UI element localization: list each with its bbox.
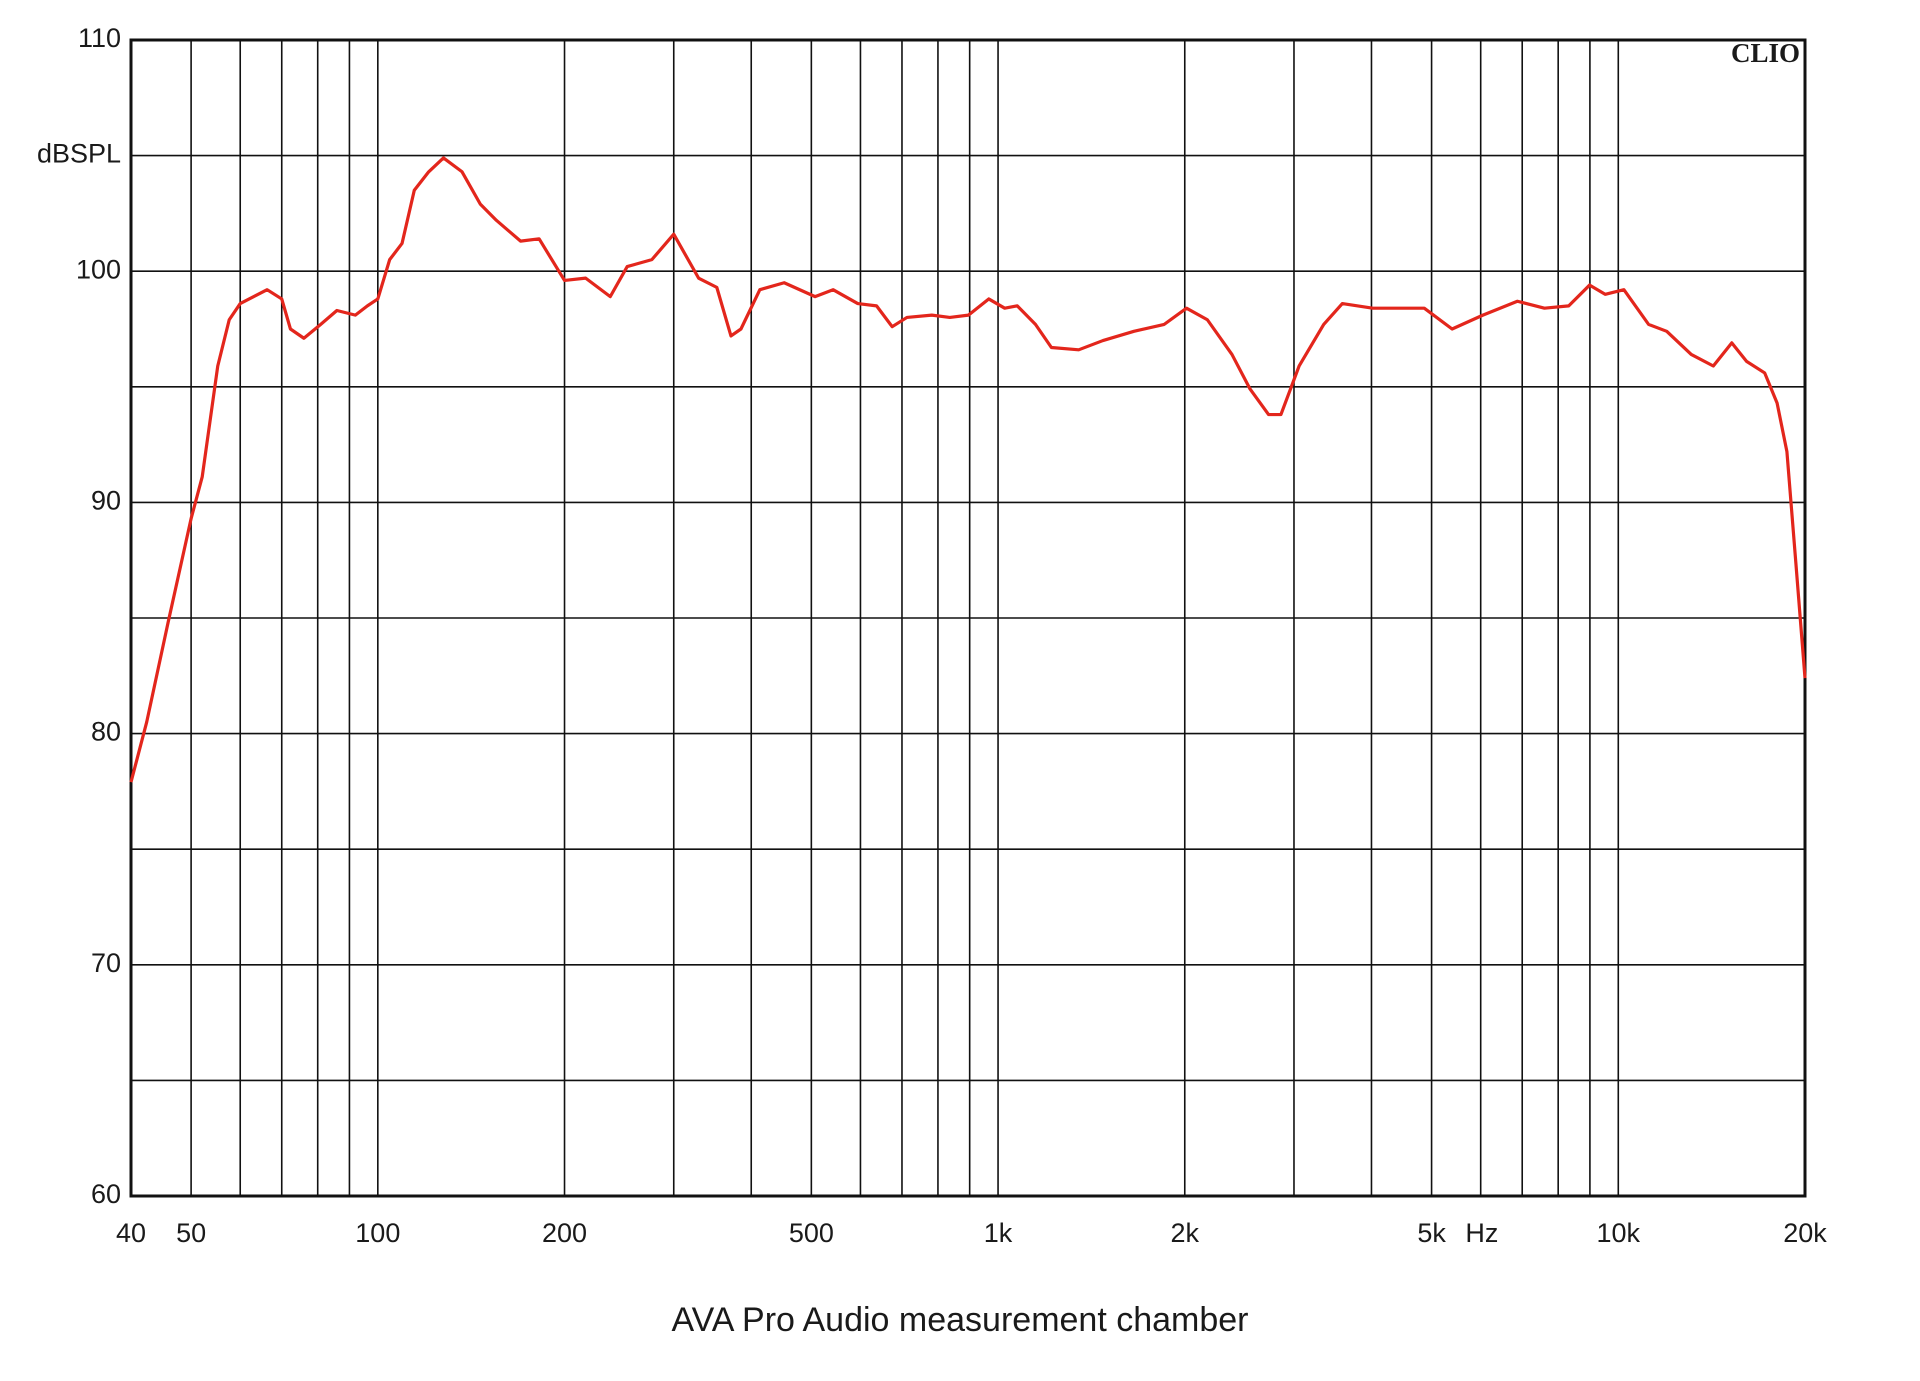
- y-unit-label: dBSPL: [37, 139, 121, 169]
- x-tick-label: 2k: [1170, 1218, 1199, 1248]
- x-tick-label: 100: [355, 1218, 400, 1248]
- watermark: CLIO: [1731, 38, 1800, 68]
- y-tick-label: 100: [76, 254, 121, 284]
- x-tick-label: 20k: [1783, 1218, 1827, 1248]
- y-tick-label: 70: [91, 948, 121, 978]
- x-tick-label: 1k: [984, 1218, 1013, 1248]
- x-tick-label: 200: [542, 1218, 587, 1248]
- x-tick-label: 40: [116, 1218, 146, 1248]
- x-unit-label: Hz: [1465, 1218, 1498, 1248]
- x-tick-label: 10k: [1597, 1218, 1641, 1248]
- x-tick-label: 500: [789, 1218, 834, 1248]
- y-tick-label: 110: [78, 23, 121, 53]
- response-line: [129, 156, 1807, 783]
- plot-frame: [129, 38, 1807, 1198]
- y-tick-label: 80: [91, 717, 121, 747]
- x-tick-label: 5k: [1417, 1218, 1446, 1248]
- y-tick-label: 60: [91, 1179, 121, 1209]
- x-tick-label: 50: [176, 1218, 206, 1248]
- chart-title: AVA Pro Audio measurement chamber: [671, 1301, 1248, 1339]
- y-tick-label: 90: [91, 486, 121, 516]
